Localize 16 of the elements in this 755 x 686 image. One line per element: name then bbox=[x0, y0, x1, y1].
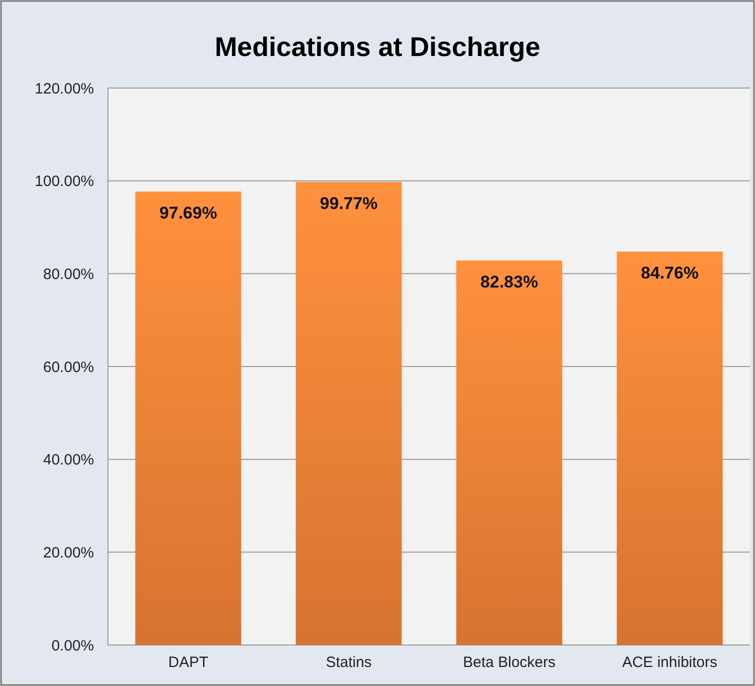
y-tick-label: 80.00% bbox=[43, 266, 94, 283]
chart-title: Medications at Discharge bbox=[214, 32, 540, 62]
data-label: 84.76% bbox=[640, 264, 699, 283]
x-tick-label: Statins bbox=[326, 654, 372, 671]
x-tick-label: DAPT bbox=[168, 654, 208, 671]
data-label: 99.77% bbox=[320, 194, 378, 213]
y-tick-label: 100.00% bbox=[34, 173, 94, 190]
y-tick-label: 120.00% bbox=[34, 80, 94, 98]
data-label: 97.69% bbox=[159, 204, 218, 223]
x-tick-label: ACE inhibitors bbox=[622, 654, 718, 671]
x-tick-label: Beta Blockers bbox=[462, 654, 556, 671]
y-tick-label: 40.00% bbox=[43, 452, 94, 469]
y-tick-label: 20.00% bbox=[43, 544, 94, 562]
data-label: 82.83% bbox=[480, 272, 538, 292]
y-tick-label: 0.00% bbox=[51, 637, 94, 654]
y-tick-label: 60.00% bbox=[43, 358, 94, 376]
